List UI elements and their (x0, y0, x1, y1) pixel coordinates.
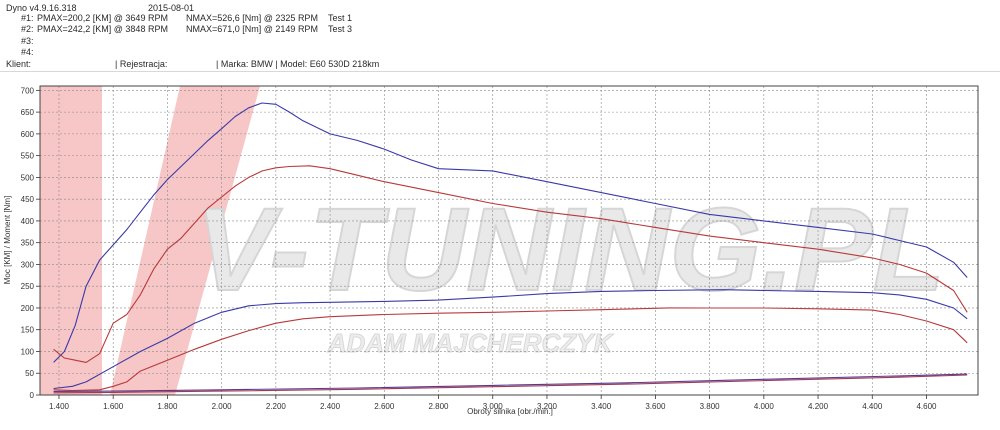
y-tick-label: 550 (21, 152, 35, 161)
y-tick-label: 100 (21, 347, 35, 356)
watermark-brand: V-TUNING.PL (195, 184, 944, 316)
x-tick-label: 2.400 (320, 402, 341, 411)
series-line-2-moc (53, 289, 968, 390)
x-tick-label: 1.600 (103, 402, 124, 411)
registration-label: | Rejestracja: (115, 59, 168, 69)
y-axis-label: Moc [KM] / Moment [Nm] (3, 196, 12, 284)
series-line-1-moc (53, 307, 968, 392)
run-nmax-1: NMAX=526,6 [Nm] @ 2325 RPM (186, 13, 318, 23)
run-pmax-1: PMAX=200,2 [KM] @ 3649 RPM (37, 13, 168, 23)
watermark-name: ADAM MAJCHERCZYK (327, 328, 615, 358)
x-tick-label: 4.200 (808, 402, 829, 411)
y-tick-label: 300 (21, 260, 35, 269)
tick-labels: 1.400 1.600 1.800 2.000 2.200 2.400 2.600 2.800… (21, 86, 937, 411)
y-tick-label: 500 (21, 173, 35, 182)
y-tick-label: 450 (21, 195, 35, 204)
run-label-3: #3: (21, 36, 34, 46)
y-tick-label: 650 (21, 108, 35, 117)
y-tick-label: 400 (21, 217, 35, 226)
test-date: 2015-08-01 (148, 3, 195, 13)
x-tick-label: 3.600 (645, 402, 666, 411)
x-tick-label: 2.800 (428, 402, 449, 411)
series-lines (53, 102, 968, 394)
axes (36, 85, 979, 399)
x-axis-label: Obroty silnika [obr./min.] (467, 407, 553, 416)
watermark-v-slash (110, 86, 260, 395)
grid (40, 86, 978, 395)
y-tick-label: 250 (21, 282, 35, 291)
vehicle-info: | Marka: BMW | Model: E60 530D 218km (216, 59, 380, 69)
header-divider (0, 71, 1000, 72)
run-label-4: #4: (21, 47, 34, 57)
y-tick-label: 600 (21, 130, 35, 139)
y-tick-label: 50 (25, 369, 34, 378)
y-tick-label: 350 (21, 239, 35, 248)
run-nmax-2: NMAX=671,0 [Nm] @ 2149 RPM (186, 24, 318, 34)
x-tick-label: 4.400 (862, 402, 883, 411)
x-tick-label: 4.600 (916, 402, 937, 411)
series-line-2-moment (53, 102, 968, 363)
x-tick-label: 3.000 (483, 402, 504, 411)
x-tick-label: 4.000 (754, 402, 775, 411)
run-pmax-2: PMAX=242,2 [KM] @ 3848 RPM (37, 24, 168, 34)
x-tick-label: 3.400 (591, 402, 612, 411)
x-tick-label: 3.200 (537, 402, 558, 411)
run-test-1: Test 1 (328, 13, 353, 23)
x-tick-label: 2.600 (374, 402, 395, 411)
run-test-2: Test 3 (328, 24, 353, 34)
y-tick-label: 700 (21, 86, 35, 95)
client-label: Klient: (6, 59, 32, 69)
x-tick-label: 1.400 (49, 402, 70, 411)
x-tick-label: 1.800 (157, 402, 178, 411)
series-line-straty-1 (53, 374, 968, 394)
software-version: Dyno v4.9.16.318 (6, 3, 77, 13)
y-tick-label: 0 (30, 391, 35, 400)
x-tick-label: 2.000 (212, 402, 233, 411)
run-label-1: #1: (21, 13, 34, 23)
series-line-straty-2 (53, 373, 968, 393)
plot-frame (39, 85, 979, 396)
watermark: V-TUNING.PL ADAM MAJCHERCZYK (40, 86, 946, 395)
series-line-1-moment (53, 165, 968, 363)
watermark-v-shape (40, 86, 102, 395)
x-tick-label: 2.200 (266, 402, 287, 411)
run-label-2: #2: (21, 24, 34, 34)
y-tick-label: 200 (21, 304, 35, 313)
x-tick-label: 3.800 (700, 402, 721, 411)
y-tick-label: 150 (21, 326, 35, 335)
